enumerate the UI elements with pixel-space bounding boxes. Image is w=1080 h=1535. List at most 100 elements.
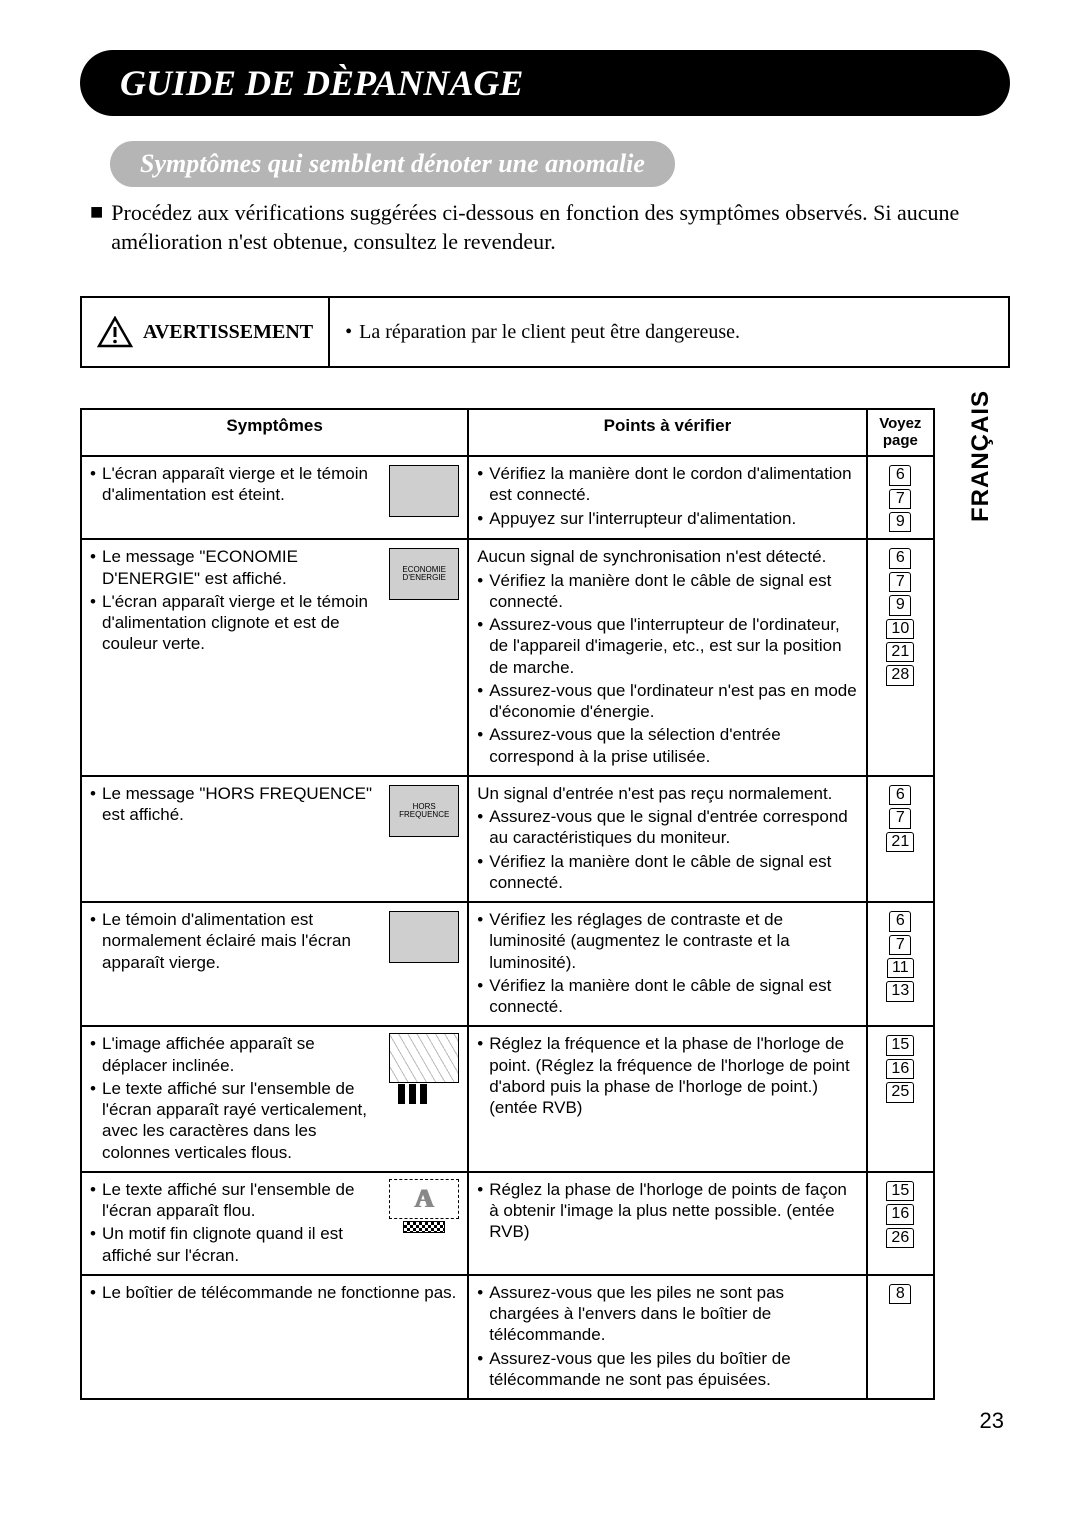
warning-label: AVERTISSEMENT bbox=[143, 321, 313, 344]
symptom-item: Le boîtier de télécommande ne fonctionne… bbox=[90, 1282, 459, 1303]
symptoms-cell: Le boîtier de télécommande ne fonctionne… bbox=[81, 1275, 468, 1399]
point-item: Vérifiez la manière dont le câble de sig… bbox=[477, 570, 857, 613]
illustration-screen bbox=[389, 465, 459, 517]
page-number: 23 bbox=[80, 1408, 1004, 1434]
point-item: Vérifiez la manière dont le cordon d'ali… bbox=[477, 463, 857, 506]
symptoms-cell: L'image affichée apparaît se déplacer in… bbox=[81, 1026, 468, 1172]
page-title-bar: GUIDE DE DÈPANNAGE bbox=[80, 50, 1010, 116]
point-item: Vérifiez la manière dont le câble de sig… bbox=[477, 975, 857, 1018]
symptom-item: L'image affichée apparaît se déplacer in… bbox=[90, 1033, 379, 1076]
header-page: Voyez page bbox=[867, 409, 934, 456]
points-cell: Assurez-vous que les piles ne sont pas c… bbox=[468, 1275, 866, 1399]
illustration-screen bbox=[389, 911, 459, 963]
troubleshooting-table: Symptômes Points à vérifier Voyez page L… bbox=[80, 408, 935, 1400]
warning-box: AVERTISSEMENT La réparation par le clien… bbox=[80, 296, 1010, 368]
page-ref: 16 bbox=[886, 1059, 914, 1079]
point-item: Assurez-vous que l'ordinateur n'est pas … bbox=[477, 680, 857, 723]
symptoms-cell: Le message "HORS FREQUENCE" est affiché.… bbox=[81, 776, 468, 902]
page-ref: 15 bbox=[886, 1035, 914, 1055]
symptom-item: Le message "ECONOMIE D'ENERGIE" est affi… bbox=[90, 546, 379, 589]
symptom-item: Le témoin d'alimentation est normalement… bbox=[90, 909, 379, 973]
point-item: Assurez-vous que la sélection d'entrée c… bbox=[477, 724, 857, 767]
point-item: Réglez la phase de l'horloge de points d… bbox=[477, 1179, 857, 1243]
point-item: Assurez-vous que le signal d'entrée corr… bbox=[477, 806, 857, 849]
table-row: Le message "HORS FREQUENCE" est affiché.… bbox=[81, 776, 934, 902]
subtitle: Symptômes qui semblent dénoter une anoma… bbox=[140, 149, 645, 179]
warning-content: La réparation par le client peut être da… bbox=[330, 298, 755, 366]
symptoms-cell: Le texte affiché sur l'ensemble de l'écr… bbox=[81, 1172, 468, 1275]
point-item: Réglez la fréquence et la phase de l'hor… bbox=[477, 1033, 857, 1118]
points-cell: Vérifiez la manière dont le cordon d'ali… bbox=[468, 456, 866, 539]
page-ref: 11 bbox=[887, 958, 914, 978]
symptom-item: L'écran apparaît vierge et le témoin d'a… bbox=[90, 463, 379, 506]
table-row: L'image affichée apparaît se déplacer in… bbox=[81, 1026, 934, 1172]
table-row: Le boîtier de télécommande ne fonctionne… bbox=[81, 1275, 934, 1399]
intro-bullet: ■ bbox=[90, 199, 103, 225]
page-ref: 6 bbox=[889, 548, 911, 568]
page-ref: 10 bbox=[886, 619, 914, 639]
pages-cell: 15 16 26 bbox=[867, 1172, 934, 1275]
table-row: Le message "ECONOMIE D'ENERGIE" est affi… bbox=[81, 539, 934, 776]
warning-icon bbox=[97, 316, 133, 348]
language-tab: FRANÇAIS bbox=[967, 390, 995, 522]
points-cell: Un signal d'entrée n'est pas reçu normal… bbox=[468, 776, 866, 902]
points-cell: Vérifiez les réglages de contraste et de… bbox=[468, 902, 866, 1026]
page-ref: 21 bbox=[886, 832, 914, 852]
page-ref: 7 bbox=[889, 808, 911, 828]
subtitle-bar: Symptômes qui semblent dénoter une anoma… bbox=[110, 141, 675, 187]
pages-cell: 6 7 9 10 21 28 bbox=[867, 539, 934, 776]
table-row: L'écran apparaît vierge et le témoin d'a… bbox=[81, 456, 934, 539]
points-cell: Réglez la fréquence et la phase de l'hor… bbox=[468, 1026, 866, 1172]
symptom-item: Le texte affiché sur l'ensemble de l'écr… bbox=[90, 1179, 379, 1222]
page-ref: 9 bbox=[889, 512, 911, 532]
point-item: Assurez-vous que les piles ne sont pas c… bbox=[477, 1282, 857, 1346]
page-ref: 13 bbox=[886, 981, 914, 1001]
page-ref: 6 bbox=[889, 911, 911, 931]
pages-cell: 6 7 9 bbox=[867, 456, 934, 539]
symptom-item: Le texte affiché sur l'ensemble de l'écr… bbox=[90, 1078, 379, 1163]
illustration-blur: A bbox=[389, 1179, 459, 1233]
point-item: Assurez-vous que l'interrupteur de l'ord… bbox=[477, 614, 857, 678]
warning-text: La réparation par le client peut être da… bbox=[345, 321, 740, 344]
page-ref: 8 bbox=[889, 1284, 911, 1304]
point-item: Assurez-vous que les piles du boîtier de… bbox=[477, 1348, 857, 1391]
table-header-row: Symptômes Points à vérifier Voyez page bbox=[81, 409, 934, 456]
page-ref: 25 bbox=[886, 1082, 914, 1102]
page-ref: 7 bbox=[889, 572, 911, 592]
intro-paragraph: ■ Procédez aux vérifications suggérées c… bbox=[90, 199, 1010, 256]
symptom-item: Le message "HORS FREQUENCE" est affiché. bbox=[90, 783, 379, 826]
point-item: Vérifiez les réglages de contraste et de… bbox=[477, 909, 857, 973]
page-ref: 16 bbox=[886, 1204, 914, 1224]
point-item: Vérifiez la manière dont le câble de sig… bbox=[477, 851, 857, 894]
page-ref: 9 bbox=[889, 595, 911, 615]
page-ref: 28 bbox=[886, 665, 914, 685]
point-item: Appuyez sur l'interrupteur d'alimentatio… bbox=[477, 508, 857, 529]
page-ref: 6 bbox=[889, 785, 911, 805]
table-row: Le témoin d'alimentation est normalement… bbox=[81, 902, 934, 1026]
table-row: Le texte affiché sur l'ensemble de l'écr… bbox=[81, 1172, 934, 1275]
page-ref: 7 bbox=[889, 935, 911, 955]
pages-cell: 6 7 21 bbox=[867, 776, 934, 902]
page-title: GUIDE DE DÈPANNAGE bbox=[120, 62, 970, 104]
pages-cell: 8 bbox=[867, 1275, 934, 1399]
points-cell: Aucun signal de synchronisation n'est dé… bbox=[468, 539, 866, 776]
page-ref: 7 bbox=[889, 489, 911, 509]
illustration-screen: HORS FREQUENCE bbox=[389, 785, 459, 837]
page-ref: 6 bbox=[889, 465, 911, 485]
pages-cell: 6 7 11 13 bbox=[867, 902, 934, 1026]
illustration-skew bbox=[389, 1033, 459, 1083]
symptoms-cell: L'écran apparaît vierge et le témoin d'a… bbox=[81, 456, 468, 539]
symptom-item: Un motif fin clignote quand il est affic… bbox=[90, 1223, 379, 1266]
points-intro: Aucun signal de synchronisation n'est dé… bbox=[477, 546, 857, 567]
symptom-item: L'écran apparaît vierge et le témoin d'a… bbox=[90, 591, 379, 655]
page-ref: 15 bbox=[886, 1181, 914, 1201]
page-ref: 26 bbox=[886, 1228, 914, 1248]
symptoms-cell: Le témoin d'alimentation est normalement… bbox=[81, 902, 468, 1026]
illustration-screen: ECONOMIE D'ENERGIE bbox=[389, 548, 459, 600]
page-ref: 21 bbox=[886, 642, 914, 662]
symptoms-cell: Le message "ECONOMIE D'ENERGIE" est affi… bbox=[81, 539, 468, 776]
points-intro: Un signal d'entrée n'est pas reçu normal… bbox=[477, 783, 857, 804]
header-symptoms: Symptômes bbox=[81, 409, 468, 456]
pages-cell: 15 16 25 bbox=[867, 1026, 934, 1172]
warning-left: AVERTISSEMENT bbox=[82, 298, 330, 366]
